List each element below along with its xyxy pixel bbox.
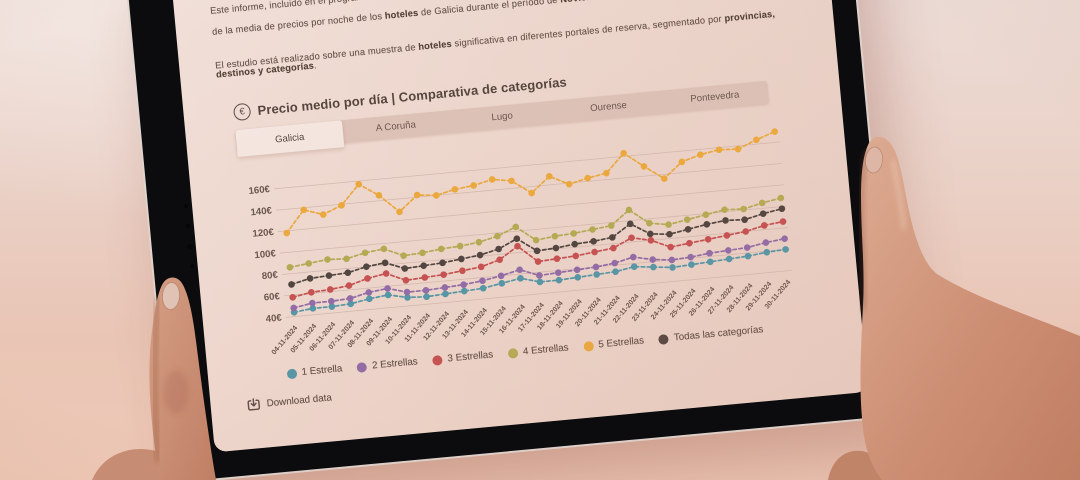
- tab-ourense[interactable]: Ourense: [589, 100, 628, 115]
- svg-text:120€: 120€: [252, 227, 275, 240]
- svg-text:140€: 140€: [250, 206, 273, 219]
- legend-dot: [658, 333, 670, 345]
- report-page: Este informe, incluido en el programa SI…: [171, 0, 865, 421]
- tablet-device: Este informe, incluido en el programa SI…: [125, 0, 895, 480]
- svg-text:100€: 100€: [254, 248, 277, 261]
- legend-dot: [507, 347, 519, 359]
- download-icon: [247, 398, 261, 411]
- tab-pontevedra[interactable]: Pontevedra: [689, 89, 740, 106]
- svg-text:160€: 160€: [248, 184, 271, 197]
- tab-lugo[interactable]: Lugo: [491, 110, 514, 124]
- tab-galicia[interactable]: Galicia: [235, 120, 345, 158]
- download-data-button[interactable]: Download data: [246, 391, 332, 413]
- chart-area: 40€ 60€ 80€ 100€ 120€ 140€ 160€ 04-11-2024 05-11…: [228, 107, 840, 388]
- tablet-screen: Este informe, incluido en el programa SI…: [170, 0, 869, 453]
- legend-dot: [583, 340, 594, 352]
- download-label: Download data: [266, 392, 333, 410]
- euro-icon: €: [232, 102, 252, 122]
- legend-dot: [356, 361, 368, 373]
- svg-text:40€: 40€: [265, 313, 283, 325]
- legend-dot: [286, 368, 298, 380]
- svg-text:80€: 80€: [261, 270, 279, 282]
- legend-dot: [432, 354, 444, 366]
- tab-a-coruna[interactable]: A Coruña: [375, 119, 417, 135]
- svg-text:60€: 60€: [263, 291, 281, 303]
- price-chart: 40€60€80€100€120€140€160€04-11-202405-11…: [248, 128, 792, 357]
